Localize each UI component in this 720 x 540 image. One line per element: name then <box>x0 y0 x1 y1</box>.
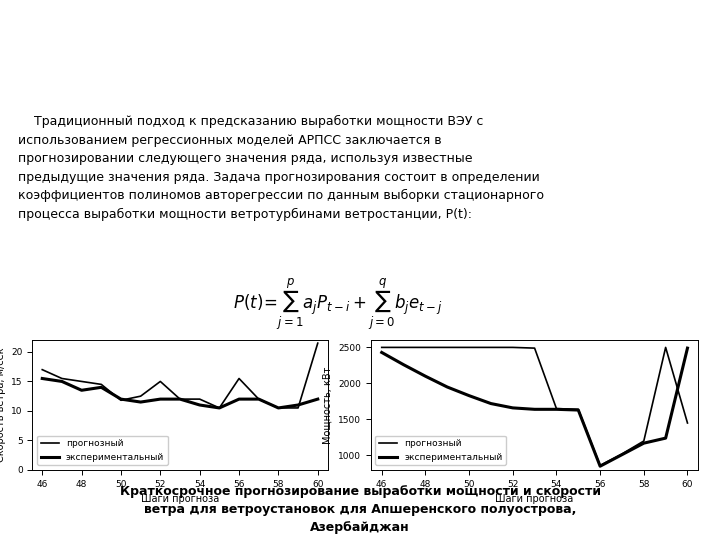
экспериментальный <box>421 373 430 380</box>
экспериментальный <box>683 345 692 352</box>
экспериментальный <box>639 440 648 447</box>
Line: экспериментальный: экспериментальный <box>42 379 318 408</box>
экспериментальный <box>58 378 66 384</box>
прогнозный <box>661 344 670 350</box>
X-axis label: Шаги прогноза: Шаги прогноза <box>141 494 219 504</box>
прогнозный <box>77 378 86 384</box>
экспериментальный <box>117 396 125 402</box>
прогнозный <box>508 344 517 350</box>
прогнозный <box>156 378 165 384</box>
экспериментальный <box>38 375 47 382</box>
экспериментальный <box>235 396 243 402</box>
Text: Пример использования –
Прогнозирование выработки мощности
ветроустановок на базе: Пример использования – Прогнозирование в… <box>15 4 412 103</box>
прогнозный <box>215 404 224 411</box>
Text: Традиционный подход к предсказанию выработки мощности ВЭУ с
использованием регре: Традиционный подход к предсказанию выраб… <box>18 115 544 221</box>
прогнозный <box>58 375 66 382</box>
Y-axis label: Мощность, кВт: Мощность, кВт <box>323 366 333 444</box>
прогнозный <box>530 345 539 352</box>
Line: прогнозный: прогнозный <box>382 347 688 465</box>
экспериментальный <box>195 402 204 408</box>
прогнозный <box>313 340 322 346</box>
экспериментальный <box>215 404 224 411</box>
экспериментальный <box>399 361 408 368</box>
экспериментальный <box>77 387 86 394</box>
X-axis label: Шаги прогноза: Шаги прогноза <box>495 494 574 504</box>
Y-axis label: Скорость ветра, м/сек: Скорость ветра, м/сек <box>0 348 6 462</box>
Line: прогнозный: прогнозный <box>42 343 318 408</box>
прогнозный <box>618 451 626 457</box>
прогнозный <box>399 344 408 350</box>
прогнозный <box>465 344 474 350</box>
экспериментальный <box>274 404 283 411</box>
экспериментальный <box>254 396 263 402</box>
экспериментальный <box>443 384 451 390</box>
прогнозный <box>117 397 125 403</box>
прогнозный <box>487 344 495 350</box>
Line: экспериментальный: экспериментальный <box>382 348 688 466</box>
экспериментальный <box>530 406 539 413</box>
экспериментальный <box>136 399 145 406</box>
Legend: прогнозный, экспериментальный: прогнозный, экспериментальный <box>375 436 506 465</box>
Text: $\mathit{P}(t)\!=\!\sum_{j=1}^{p}a_j P_{t-i}+\sum_{j=0}^{q}b_j e_{t-j}$: $\mathit{P}(t)\!=\!\sum_{j=1}^{p}a_j P_{… <box>233 277 444 333</box>
экспериментальный <box>465 393 474 399</box>
экспериментальный <box>661 435 670 441</box>
экспериментальный <box>574 407 582 413</box>
экспериментальный <box>313 396 322 402</box>
экспериментальный <box>618 451 626 458</box>
экспериментальный <box>176 396 184 402</box>
Legend: прогнозный, экспериментальный: прогнозный, экспериментальный <box>37 436 168 465</box>
экспериментальный <box>156 396 165 402</box>
прогнозный <box>254 396 263 402</box>
прогнозный <box>195 396 204 402</box>
экспериментальный <box>487 400 495 407</box>
Text: Краткосрочное прогнозирование выработки мощности и скорости
ветра для ветроустан: Краткосрочное прогнозирование выработки … <box>120 485 600 534</box>
экспериментальный <box>595 463 604 469</box>
прогнозный <box>552 406 561 412</box>
прогнозный <box>639 438 648 444</box>
прогнозный <box>38 367 47 373</box>
прогнозный <box>294 404 302 411</box>
прогнозный <box>683 420 692 426</box>
прогнозный <box>136 393 145 400</box>
прогнозный <box>443 344 451 350</box>
экспериментальный <box>377 349 386 356</box>
прогнозный <box>595 462 604 469</box>
прогнозный <box>176 396 184 402</box>
прогнозный <box>274 404 283 411</box>
прогнозный <box>97 381 106 388</box>
прогнозный <box>377 344 386 350</box>
экспериментальный <box>97 384 106 390</box>
экспериментальный <box>508 404 517 411</box>
прогнозный <box>235 375 243 382</box>
экспериментальный <box>294 402 302 408</box>
прогнозный <box>421 344 430 350</box>
прогнозный <box>574 406 582 413</box>
экспериментальный <box>552 406 561 413</box>
